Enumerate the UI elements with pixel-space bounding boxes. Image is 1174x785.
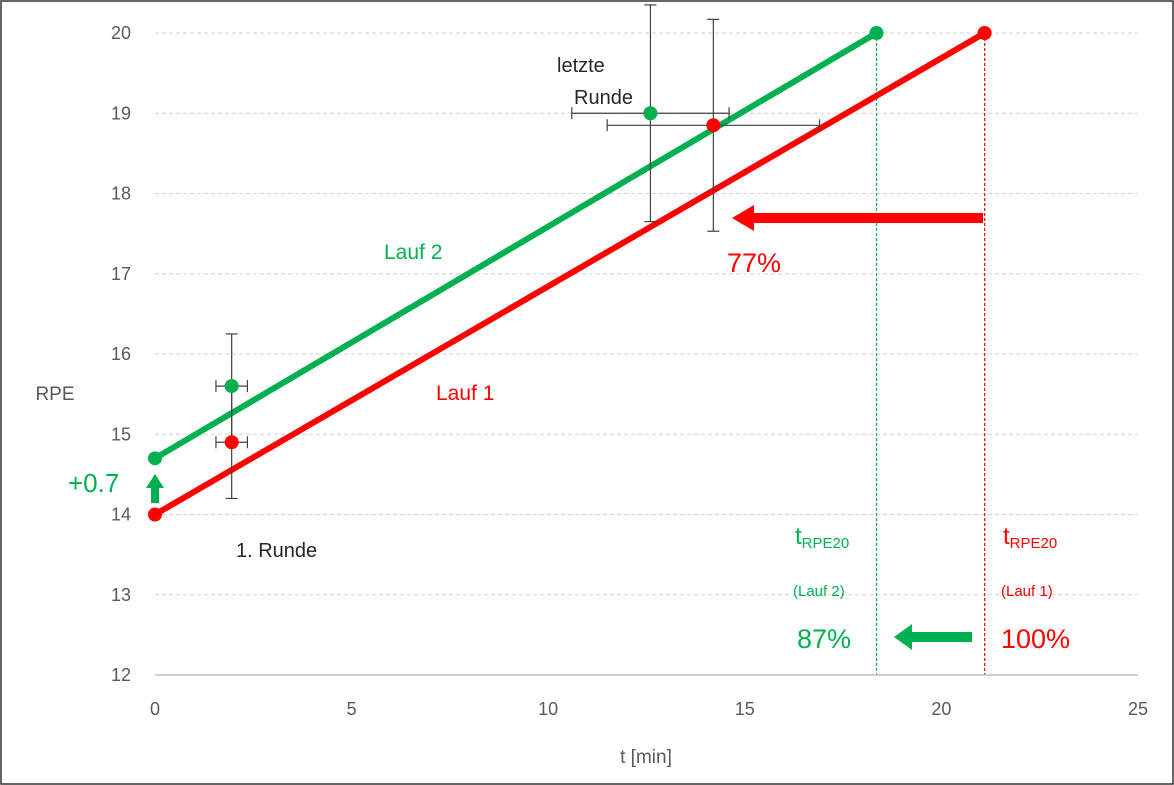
y-axis-title: RPE xyxy=(35,384,74,405)
run1-paren-label: (Lauf 1) xyxy=(1001,583,1053,600)
t-subscript: RPE20 xyxy=(802,535,850,552)
y-tick-label: 18 xyxy=(111,184,131,204)
y-tick-label: 17 xyxy=(111,264,131,284)
pct-lauf1: 100% xyxy=(1001,624,1070,654)
x-tick-label: 25 xyxy=(1128,699,1148,719)
data-point xyxy=(224,379,239,394)
line-endpoint-marker xyxy=(148,451,162,466)
offset-label: +0.7 xyxy=(68,468,119,498)
pct-last-round: 77% xyxy=(727,248,781,278)
x-tick-label: 10 xyxy=(538,699,558,719)
trend-line xyxy=(152,30,988,518)
t-rpe20-lauf1: tRPE20 xyxy=(1003,523,1057,552)
data-point xyxy=(706,118,721,133)
y-tick-label: 14 xyxy=(111,505,131,525)
arrows-group xyxy=(146,205,983,650)
series-label-lauf1: Lauf 1 xyxy=(436,382,494,405)
run2-paren-label: (Lauf 2) xyxy=(793,583,845,600)
x-tick-label: 15 xyxy=(735,699,755,719)
line-endpoint-marker xyxy=(148,507,162,522)
x-tick-label: 5 xyxy=(347,699,357,719)
trend-line xyxy=(152,30,880,462)
reference-lines xyxy=(875,33,986,675)
first-round-label: 1. Runde xyxy=(236,540,317,562)
x-axis-title: t [min] xyxy=(620,747,672,768)
left-arrow-red xyxy=(732,205,983,231)
t-symbol: t xyxy=(795,523,802,550)
grid-lines xyxy=(155,32,1138,596)
y-tick-label: 15 xyxy=(111,424,131,444)
data-point xyxy=(643,106,658,121)
y-tick-label: 16 xyxy=(111,344,131,364)
last-round-label-line2: Runde xyxy=(574,87,633,109)
t-symbol: t xyxy=(1003,523,1010,550)
axes: 12 13 14 15 16 17 18 19 20 0 5 10 15 20 25 xyxy=(111,23,1148,719)
line-endpoint-marker xyxy=(977,26,992,40)
series-group xyxy=(148,4,992,522)
y-tick-label: 13 xyxy=(111,585,131,605)
pct-lauf2: 87% xyxy=(797,624,851,654)
series-label-lauf2: Lauf 2 xyxy=(384,241,442,264)
x-tick-label: 20 xyxy=(931,699,951,719)
left-arrow-green xyxy=(894,624,972,650)
up-arrow-green xyxy=(146,474,164,503)
last-round-label-line1: letzte xyxy=(557,55,605,77)
y-tick-label: 12 xyxy=(111,665,131,685)
line-endpoint-marker xyxy=(869,26,884,40)
y-tick-label: 20 xyxy=(111,23,131,43)
y-tick-label: 19 xyxy=(111,103,131,123)
data-point xyxy=(224,435,239,450)
t-subscript: RPE20 xyxy=(1010,535,1058,552)
t-rpe20-lauf2: tRPE20 xyxy=(795,523,849,552)
x-tick-label: 0 xyxy=(150,699,160,719)
